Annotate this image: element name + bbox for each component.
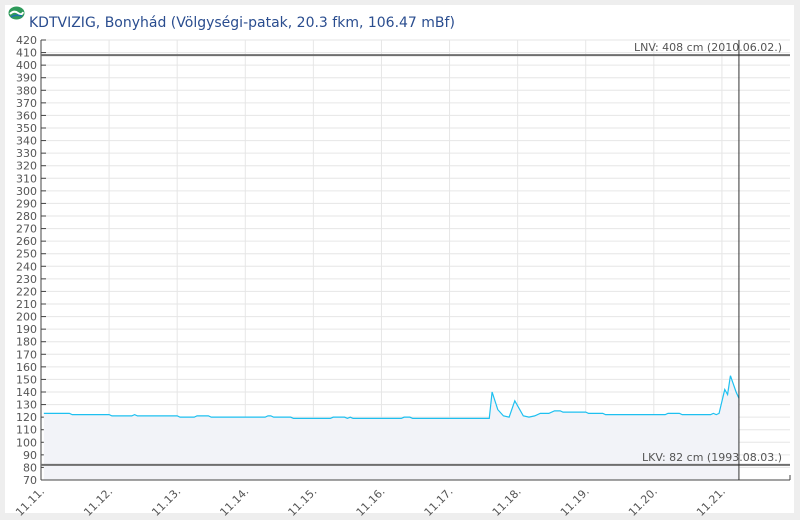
reference-line-label: LNV: 408 cm (2010.06.02.) xyxy=(634,41,782,54)
x-tick-label: 11.13. xyxy=(149,485,183,519)
x-tick-label: 11.21. xyxy=(694,485,728,519)
y-tick-label: 200 xyxy=(16,311,37,324)
y-tick-label: 80 xyxy=(23,461,37,474)
y-tick-label: 420 xyxy=(16,34,37,47)
x-tick-label: 11.16. xyxy=(354,485,388,519)
y-tick-label: 160 xyxy=(16,361,37,374)
y-tick-label: 330 xyxy=(16,147,37,160)
y-tick-label: 400 xyxy=(16,59,37,72)
y-tick-label: 310 xyxy=(16,172,37,185)
y-tick-label: 210 xyxy=(16,298,37,311)
y-tick-label: 350 xyxy=(16,122,37,135)
water-level-line xyxy=(43,375,740,420)
y-tick-label: 170 xyxy=(16,348,37,361)
x-tick-label: 11.18. xyxy=(490,485,524,519)
y-tick-label: 220 xyxy=(16,285,37,298)
y-tick-label: 180 xyxy=(16,336,37,349)
x-tick-label: 11.14. xyxy=(217,485,251,519)
y-tick-label: 360 xyxy=(16,109,37,122)
y-tick-label: 140 xyxy=(16,386,37,399)
y-tick-label: 260 xyxy=(16,235,37,248)
y-tick-label: 270 xyxy=(16,223,37,236)
y-tick-label: 340 xyxy=(16,135,37,148)
y-tick-label: 110 xyxy=(16,424,37,437)
y-tick-label: 290 xyxy=(16,197,37,210)
y-tick-label: 390 xyxy=(16,72,37,85)
x-tick-label: 11.20. xyxy=(626,485,660,519)
x-tick-label: 11.17. xyxy=(422,485,456,519)
kdtvizig-logo-icon xyxy=(8,6,25,20)
chart-title: KDTVIZIG, Bonyhád (Völgységi-patak, 20.3… xyxy=(29,15,455,31)
x-tick-label: 11.15. xyxy=(286,485,320,519)
y-tick-label: 370 xyxy=(16,97,37,110)
y-tick-label: 410 xyxy=(16,47,37,60)
x-tick-label: 11.19. xyxy=(558,485,592,519)
y-tick-label: 240 xyxy=(16,260,37,273)
y-tick-label: 120 xyxy=(16,411,37,424)
y-tick-label: 280 xyxy=(16,210,37,223)
y-tick-label: 320 xyxy=(16,160,37,173)
y-tick-label: 230 xyxy=(16,273,37,286)
reference-line-label: LKV: 82 cm (1993.08.03.) xyxy=(642,451,782,464)
y-tick-label: 300 xyxy=(16,185,37,198)
y-tick-label: 190 xyxy=(16,323,37,336)
y-tick-label: 100 xyxy=(16,436,37,449)
y-tick-label: 70 xyxy=(23,474,37,487)
water-level-area xyxy=(43,375,739,480)
y-tick-label: 150 xyxy=(16,373,37,386)
x-tick-label: 11.11. xyxy=(13,485,47,519)
y-tick-label: 250 xyxy=(16,248,37,261)
y-tick-label: 90 xyxy=(23,449,37,462)
y-tick-label: 130 xyxy=(16,399,37,412)
x-tick-label: 11.12. xyxy=(81,485,115,519)
y-tick-label: 380 xyxy=(16,84,37,97)
